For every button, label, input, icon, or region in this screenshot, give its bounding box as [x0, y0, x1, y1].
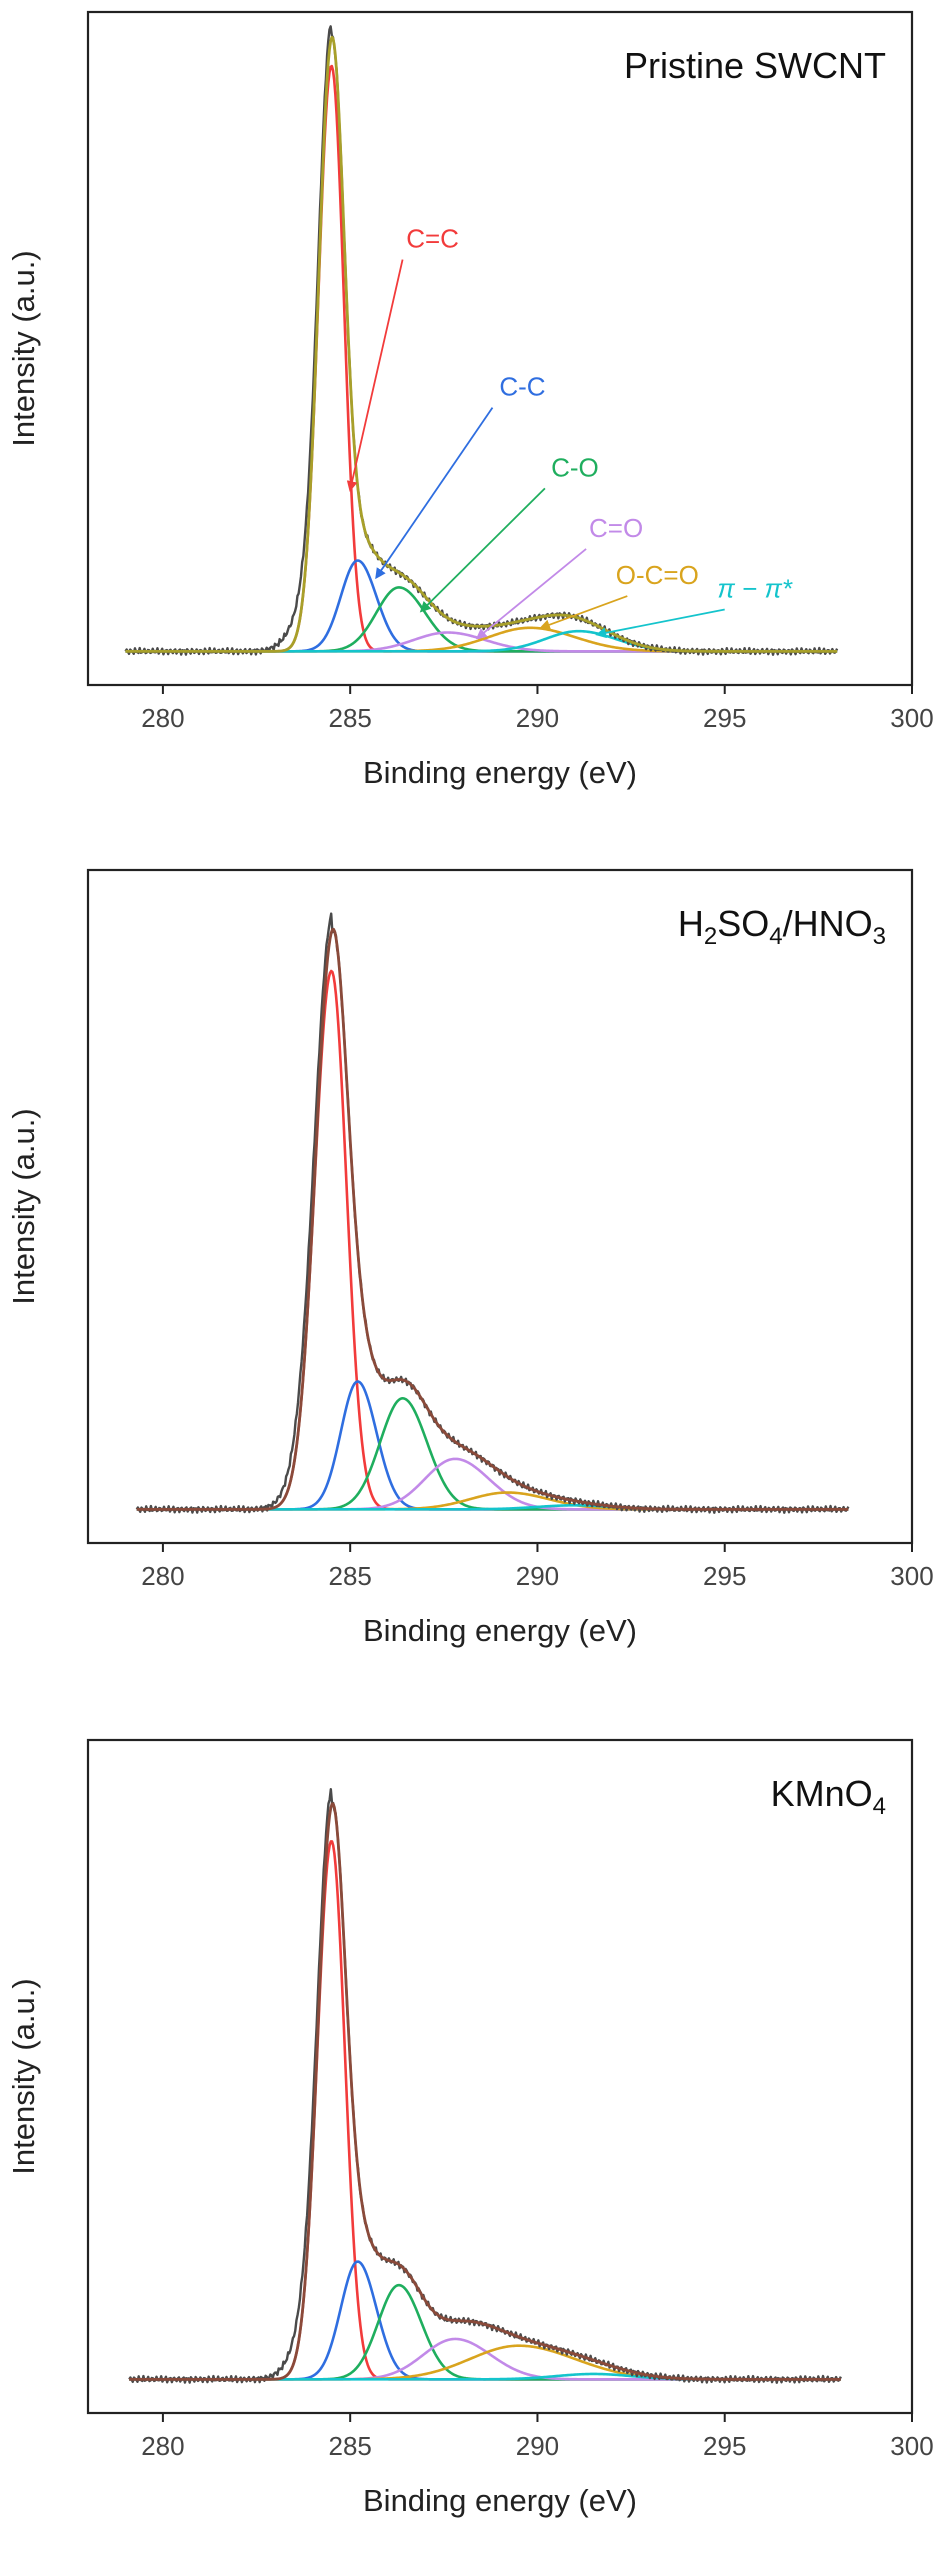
chart-panel-kmno4: 280 285 290 295 300 Binding energy (eV) Intens… [0, 1728, 945, 2548]
x-tick-label: 290 [516, 1561, 559, 1591]
y-axis-label: Intensity (a.u.) [6, 1978, 41, 2174]
x-tick-label: 290 [516, 703, 559, 733]
annotation-label-c-o: C-O [551, 452, 599, 482]
peak-c-c [136, 969, 849, 1511]
annotation-label-c-o: C=O [589, 513, 643, 543]
x-tick-label: 290 [516, 2431, 559, 2461]
x-tick-label: 300 [890, 703, 933, 733]
annotation-label-pi-pi: π − π* [717, 574, 792, 604]
annotation-arrow-c-o [475, 548, 587, 640]
annotation-arrow-c-o [419, 487, 546, 613]
x-tick-label: 295 [703, 703, 746, 733]
peak-c-c [129, 2260, 841, 2381]
x-tick-label: 300 [890, 2431, 933, 2461]
y-axis-label: Intensity (a.u.) [6, 1108, 41, 1304]
chart-title: Pristine SWCNT [624, 45, 886, 86]
peak-c-c [129, 1840, 841, 2381]
x-tick-label: 280 [141, 2431, 184, 2461]
annotation-arrow-c-c [346, 259, 404, 492]
measured-spectrum [124, 25, 839, 656]
x-axis-label: Binding energy (eV) [363, 1613, 637, 1648]
peak-c-c [125, 64, 838, 653]
x-tick-label: 280 [141, 1561, 184, 1591]
x-axis-label: Binding energy (eV) [363, 2483, 637, 2518]
y-axis-label: Intensity (a.u.) [6, 250, 41, 446]
chart-panel-pristine: 280 285 290 295 300 Binding energy (eV) Intens… [0, 0, 945, 820]
peak-c-c [136, 1380, 849, 1511]
fit-envelope [125, 35, 838, 653]
annotation-label-c-c: C=C [406, 224, 459, 254]
peak-c-o [129, 2283, 841, 2381]
plot-frame [86, 1738, 914, 2415]
chart-title: H2SO4/HNO3 [678, 903, 886, 950]
measured-spectrum [135, 912, 850, 1514]
annotation-arrow-pi-pi [595, 608, 725, 639]
chart-title: KMnO4 [771, 1773, 886, 1820]
peak-c-o [129, 2337, 841, 2381]
fit-envelope [128, 1802, 842, 2381]
x-tick-label: 280 [141, 703, 184, 733]
x-tick-label: 285 [328, 1561, 371, 1591]
annotation-arrow-c-c [375, 407, 494, 580]
x-tick-label: 300 [890, 1561, 933, 1591]
x-tick-label: 285 [328, 703, 371, 733]
x-tick-label: 295 [703, 1561, 746, 1591]
plot-frame [86, 868, 914, 1545]
xps-chart: 280 285 290 295 300 Binding energy (eV) Intens… [6, 1738, 934, 2518]
plot-frame [86, 10, 914, 687]
xps-chart: 280 285 290 295 300 Binding energy (eV) Intens… [6, 868, 934, 1648]
x-tick-label: 295 [703, 2431, 746, 2461]
chart-panel-h2so4-hno3: 280 285 290 295 300 Binding energy (eV) Intens… [0, 858, 945, 1678]
annotation-label-o-c-o: O-C=O [616, 560, 699, 590]
measured-spectrum [128, 1788, 842, 2384]
fit-envelope [136, 927, 849, 1511]
x-tick-label: 285 [328, 2431, 371, 2461]
annotation-label-c-c: C-C [499, 372, 545, 402]
annotation-arrow-o-c-o [539, 595, 628, 630]
x-axis-label: Binding energy (eV) [363, 755, 637, 790]
xps-chart: 280 285 290 295 300 Binding energy (eV) Intens… [6, 10, 934, 790]
